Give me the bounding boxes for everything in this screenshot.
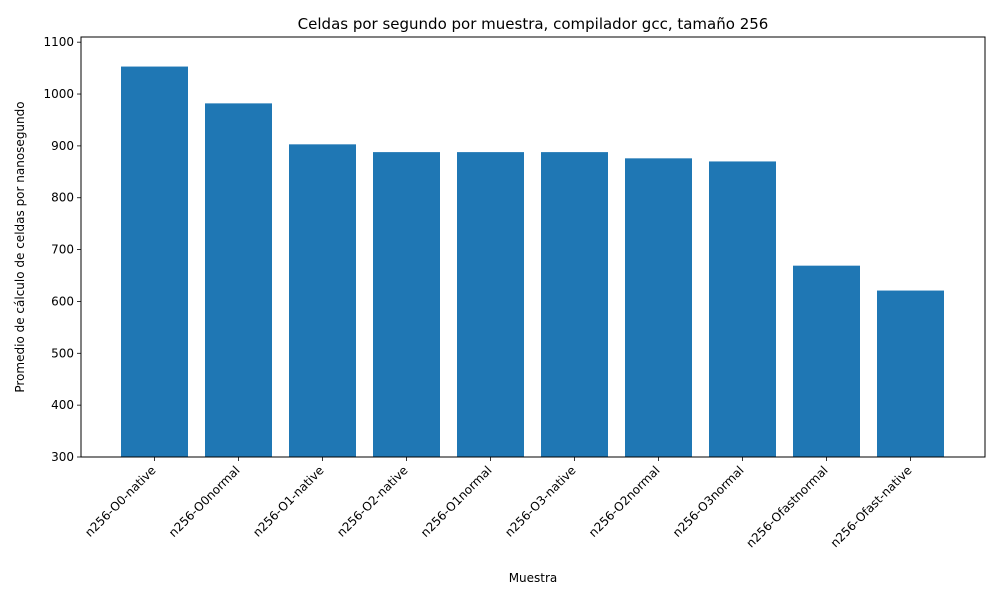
y-tick-label: 900 xyxy=(51,139,74,153)
bar-n256-Ofastnormal xyxy=(793,265,860,457)
bar-n256-O3-native xyxy=(541,152,608,457)
bar-n256-O0-native xyxy=(121,66,188,458)
y-tick-label: 300 xyxy=(51,450,74,464)
bar-n256-O1-native xyxy=(289,144,356,458)
bar-n256-Ofast-native xyxy=(877,290,944,457)
y-tick-label: 700 xyxy=(51,243,74,257)
y-tick-label: 500 xyxy=(51,346,74,360)
y-tick-label: 400 xyxy=(51,398,74,412)
y-axis-ticks: 300 400 500 600 700 800 900 1000 1100 xyxy=(43,35,81,464)
bar-n256-O1normal xyxy=(457,152,524,457)
y-tick-label: 1100 xyxy=(43,35,74,49)
y-tick-label: 800 xyxy=(51,191,74,205)
bar-n256-O2-native xyxy=(373,152,440,457)
y-axis-label: Promedio de cálculo de celdas por nanose… xyxy=(13,101,27,392)
bars-group xyxy=(121,66,944,458)
y-tick-label: 600 xyxy=(51,294,74,308)
bar-n256-O0normal xyxy=(205,103,272,458)
bar-n256-O3normal xyxy=(709,161,776,457)
chart-title: Celdas por segundo por muestra, compilad… xyxy=(298,15,769,33)
y-tick-label: 1000 xyxy=(43,87,74,101)
plot-area-frame xyxy=(80,36,986,458)
x-axis-label: Muestra xyxy=(509,571,558,585)
bar-n256-O2normal xyxy=(625,158,692,458)
